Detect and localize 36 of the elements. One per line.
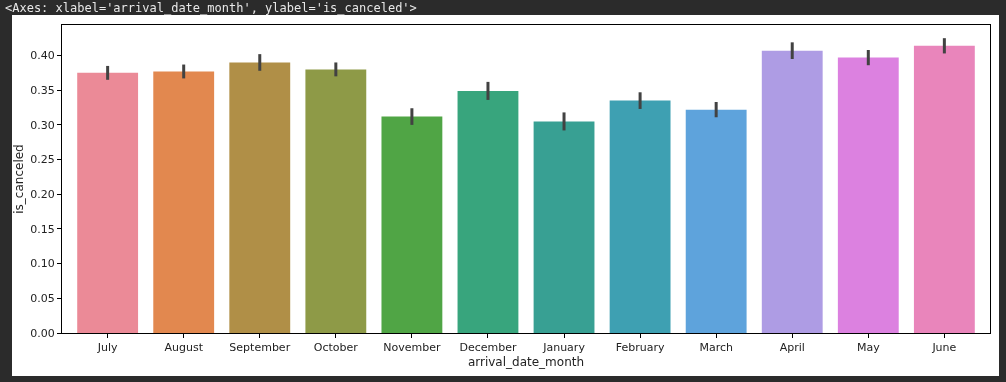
bar — [533, 121, 595, 333]
bar — [305, 69, 367, 333]
x-tick-label: February — [615, 341, 665, 355]
bar — [761, 50, 823, 333]
x-axis-title: arrival_date_month — [467, 355, 585, 370]
y-tick-label: 0.05 — [30, 292, 55, 306]
bar — [381, 116, 443, 333]
x-tick-label: August — [164, 341, 204, 355]
y-tick-label: 0.20 — [30, 188, 55, 202]
y-tick-label: 0.40 — [30, 49, 55, 63]
y-tick-label: 0.15 — [30, 222, 55, 236]
x-tick-label: November — [383, 341, 441, 355]
bar — [685, 109, 747, 333]
bar — [77, 72, 139, 333]
bar — [153, 71, 215, 333]
text: <Axes: xlabel='arrival_date_month', ylabel='is_canceled'> — [5, 1, 417, 15]
x-tick-label: September — [229, 341, 291, 355]
bar — [837, 57, 899, 333]
bar — [457, 90, 519, 333]
x-tick-label: March — [699, 341, 733, 355]
y-tick-label: 0.30 — [30, 118, 55, 132]
x-tick-label: April — [779, 341, 805, 355]
bar — [913, 45, 975, 333]
y-tick-label: 0.35 — [30, 84, 55, 98]
y-tick-label: 0.25 — [30, 153, 55, 167]
bar — [609, 100, 671, 333]
x-tick-label: December — [459, 341, 517, 355]
y-tick-label: 0.00 — [30, 326, 55, 340]
x-tick-label: July — [96, 341, 119, 355]
x-tick-label: October — [313, 341, 359, 355]
x-tick-label: May — [856, 341, 881, 355]
bar — [229, 62, 291, 333]
x-tick-label: June — [931, 341, 957, 355]
x-tick-label: January — [542, 341, 586, 355]
y-tick-label: 0.10 — [30, 257, 55, 271]
y-axis-title: is_canceled — [12, 144, 26, 214]
